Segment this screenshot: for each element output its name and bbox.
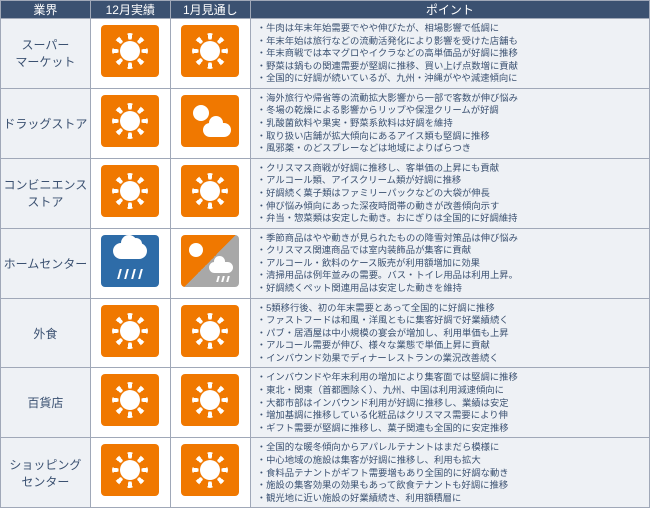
jan-outlook-cell — [170, 88, 250, 158]
points-item: 好調続くペット関連用品は安定した動きを維持 — [257, 282, 643, 295]
dec-result-cell — [90, 228, 170, 298]
jan-outlook-cell — [170, 228, 250, 298]
points-cell: 5類移行後、初の年末需要とあって全国的に好調に推移ファストフードは和風・洋風とも… — [250, 298, 649, 368]
points-item: 全国的な暖冬傾向からアパレルテナントはまだら模様に — [257, 441, 643, 454]
header-industry: 業界 — [1, 1, 91, 19]
points-item: 全国的に好調が続いているが、九州・沖縄がやや減速傾向に — [257, 72, 643, 85]
points-list: クリスマス商戦が好調に推移し、客単価の上昇にも貢献アルコール類、アイスクリーム類… — [257, 162, 643, 225]
points-item: 乳酸菌飲料や果実・野菜系飲料は好調を維持 — [257, 117, 643, 130]
points-list: 季節商品はやや動きが見られたものの降雪対策品は伸び悩みクリスマス関連商品では室内… — [257, 232, 643, 295]
industry-cell: ショッピングセンター — [1, 438, 91, 508]
points-item: ギフト需要が堅調に推移し、菓子関連も全国的に安定推移 — [257, 422, 643, 435]
points-item: 施設の集客効果の効果もあって飲食テナントも好調に推移 — [257, 479, 643, 492]
dec-result-cell — [90, 298, 170, 368]
points-item: 5類移行後、初の年末需要とあって全国的に好調に推移 — [257, 302, 643, 315]
points-item: 牛肉は年末年始需要でやや伸びたが、相場影響で低調に — [257, 22, 643, 35]
points-item: 増加基調に推移している化粧品はクリスマス需要により伸 — [257, 409, 643, 422]
header-jan: 1月見通し — [170, 1, 250, 19]
sunny-icon — [181, 25, 239, 77]
points-cell: インバウンドや年末利用の増加により集客面では堅調に推移東北・関東（首都圏除く）、… — [250, 368, 649, 438]
industry-cell: コンビニエンスストア — [1, 158, 91, 228]
rain-icon — [101, 235, 159, 287]
points-item: 冬場の乾燥による影響からリップや保湿クリームが好調 — [257, 104, 643, 117]
points-list: インバウンドや年末利用の増加により集客面では堅調に推移東北・関東（首都圏除く）、… — [257, 371, 643, 434]
sunny-icon — [101, 305, 159, 357]
table-row: ショッピングセンター 全国的な暖冬傾向からアパレルテナントはまだら模様に中心地域の… — [1, 438, 650, 508]
sun-rain-mixed-icon — [181, 235, 239, 287]
sunny-icon — [181, 444, 239, 496]
sunny-icon — [101, 444, 159, 496]
sunny-icon — [101, 374, 159, 426]
industry-cell: 百貨店 — [1, 368, 91, 438]
jan-outlook-cell — [170, 298, 250, 368]
points-item: 東北・関東（首都圏除く）、九州、中国は利用減速傾向に — [257, 384, 643, 397]
table-row: 外食 5類移行後、初の年末需要とあって全国的に好調に推移ファストフードは和風・洋風… — [1, 298, 650, 368]
points-item: アルコール・飲料のケース販売が利用額増加に効果 — [257, 257, 643, 270]
points-item: 大都市部はインバウンド利用が好調に推移し、業績は安定 — [257, 397, 643, 410]
industry-cell: ホームセンター — [1, 228, 91, 298]
table-row: ホームセンター 季節商品はやや動きが見られたものの降雪対策品は伸び悩みクリスマス関… — [1, 228, 650, 298]
points-item: 風邪薬・のどスプレーなどは地域によりばらつき — [257, 142, 643, 155]
points-cell: 季節商品はやや動きが見られたものの降雪対策品は伸び悩みクリスマス関連商品では室内… — [250, 228, 649, 298]
points-list: 全国的な暖冬傾向からアパレルテナントはまだら模様に中心地域の施設は集客が好調に推… — [257, 441, 643, 504]
sunny-icon — [101, 165, 159, 217]
points-item: 中心地域の施設は集客が好調に推移し、利用も拡大 — [257, 454, 643, 467]
dec-result-cell — [90, 438, 170, 508]
points-item: 取り扱い店舗が拡大傾向にあるアイス類も堅調に推移 — [257, 130, 643, 143]
sunny-icon — [181, 165, 239, 217]
jan-outlook-cell — [170, 19, 250, 89]
jan-outlook-cell — [170, 368, 250, 438]
industry-cell: ドラッグストア — [1, 88, 91, 158]
points-cell: 牛肉は年末年始需要でやや伸びたが、相場影響で低調に年末年始は旅行などの流動活発化… — [250, 19, 649, 89]
industry-cell: 外食 — [1, 298, 91, 368]
points-item: 年末商戦では本マグロやイクラなどの高単価品が好調に推移 — [257, 47, 643, 60]
points-item: 好調続く菓子類はファミリーパックなどの大袋が伸長 — [257, 187, 643, 200]
points-list: 牛肉は年末年始需要でやや伸びたが、相場影響で低調に年末年始は旅行などの流動活発化… — [257, 22, 643, 85]
points-item: ファストフードは和風・洋風ともに集客好調で好業績続く — [257, 314, 643, 327]
header-row: 業界 12月実績 1月見通し ポイント — [1, 1, 650, 19]
points-item: アルコール類、アイスクリーム類が好調に推移 — [257, 174, 643, 187]
points-item: クリスマス関連商品では室内装飾品が集客に貢献 — [257, 244, 643, 257]
dec-result-cell — [90, 88, 170, 158]
partly-cloudy-icon — [181, 95, 239, 147]
table-row: ドラッグストア 海外旅行や帰省等の流動拡大影響から一部で客数が伸び悩み冬場の乾燥に… — [1, 88, 650, 158]
table-row: コンビニエンスストア クリスマス商戦が好調に推移し、客単価の上昇にも貢献アルコール… — [1, 158, 650, 228]
points-item: アルコール需要が伸び、様々な業態で単価上昇に貢献 — [257, 339, 643, 352]
points-item: 観光地に近い施設の好業績続き、利用額積層に — [257, 492, 643, 505]
sunny-icon — [101, 95, 159, 147]
points-item: 清掃用品は例年並みの需要。バス・トイレ用品は利用上昇。 — [257, 269, 643, 282]
points-item: 年末年始は旅行などの流動活発化により影響を受けた店舗も — [257, 35, 643, 48]
points-item: 海外旅行や帰省等の流動拡大影響から一部で客数が伸び悩み — [257, 92, 643, 105]
jan-outlook-cell — [170, 158, 250, 228]
sunny-icon — [101, 25, 159, 77]
sunny-icon — [181, 374, 239, 426]
points-cell: クリスマス商戦が好調に推移し、客単価の上昇にも貢献アルコール類、アイスクリーム類… — [250, 158, 649, 228]
points-cell: 海外旅行や帰省等の流動拡大影響から一部で客数が伸び悩み冬場の乾燥による影響からリ… — [250, 88, 649, 158]
header-dec: 12月実績 — [90, 1, 170, 19]
points-cell: 全国的な暖冬傾向からアパレルテナントはまだら模様に中心地域の施設は集客が好調に推… — [250, 438, 649, 508]
jan-outlook-cell — [170, 438, 250, 508]
dec-result-cell — [90, 158, 170, 228]
header-points: ポイント — [250, 1, 649, 19]
points-item: 食料品テナントがギフト需要増もあり全国的に好調な動き — [257, 467, 643, 480]
points-item: 伸び悩み傾向にあった深夜時間帯の動きが改善傾向示す — [257, 200, 643, 213]
dec-result-cell — [90, 19, 170, 89]
table-row: スーパーマーケット 牛肉は年末年始需要でやや伸びたが、相場影響で低調に年末年始は旅… — [1, 19, 650, 89]
points-list: 5類移行後、初の年末需要とあって全国的に好調に推移ファストフードは和風・洋風とも… — [257, 302, 643, 365]
industry-cell: スーパーマーケット — [1, 19, 91, 89]
points-item: 季節商品はやや動きが見られたものの降雪対策品は伸び悩み — [257, 232, 643, 245]
points-list: 海外旅行や帰省等の流動拡大影響から一部で客数が伸び悩み冬場の乾燥による影響からリ… — [257, 92, 643, 155]
points-item: 野菜は鍋もの関連需要が堅調に推移、買い上げ点数増に貢献 — [257, 60, 643, 73]
dec-result-cell — [90, 368, 170, 438]
sunny-icon — [181, 305, 239, 357]
table-row: 百貨店 インバウンドや年末利用の増加により集客面では堅調に推移東北・関東（首都圏除… — [1, 368, 650, 438]
points-item: クリスマス商戦が好調に推移し、客単価の上昇にも貢献 — [257, 162, 643, 175]
points-item: インバウンド効果でディナーレストランの業況改善続く — [257, 352, 643, 365]
points-item: インバウンドや年末利用の増加により集客面では堅調に推移 — [257, 371, 643, 384]
points-item: 弁当・惣菜類は安定した動き。おにぎりは全国的に好調維持 — [257, 212, 643, 225]
points-item: パブ・居酒屋は中小規模の宴会が増加し、利用単価も上昇 — [257, 327, 643, 340]
industry-outlook-table: 業界 12月実績 1月見通し ポイント スーパーマーケット 牛肉は年末年始需要でや… — [0, 0, 650, 508]
